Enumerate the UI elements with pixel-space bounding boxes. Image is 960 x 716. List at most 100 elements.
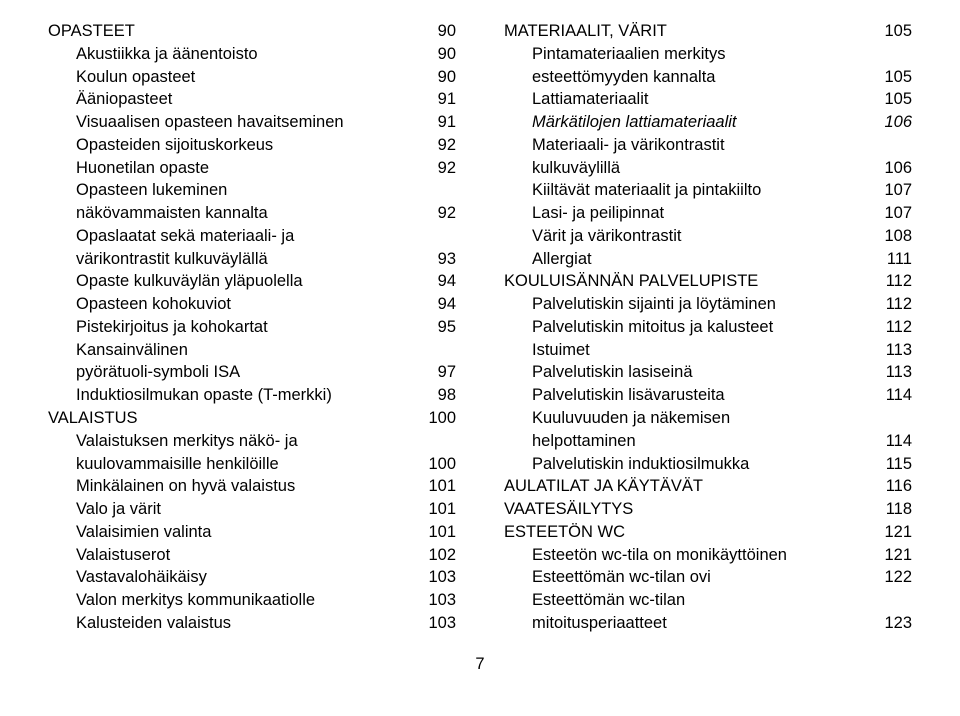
- toc-page: 105: [884, 66, 912, 89]
- toc-page: 93: [438, 248, 456, 271]
- toc-label: Palvelutiskin mitoitus ja kalusteet: [532, 316, 781, 339]
- toc-row: mitoitusperiaatteet 123: [504, 612, 912, 635]
- toc-label: Kuuluvuuden ja näkemisen: [532, 407, 738, 430]
- toc-row: Palvelutiskin lasiseinä113: [504, 361, 912, 384]
- toc-row: Palvelutiskin sijainti ja löytäminen 112: [504, 293, 912, 316]
- toc-page: 123: [884, 612, 912, 635]
- toc-label: Palvelutiskin lasiseinä: [532, 361, 701, 384]
- toc-row: Opaste kulkuväylän yläpuolella94: [48, 270, 456, 293]
- toc-row: Huonetilan opaste 92: [48, 157, 456, 180]
- toc-page: 102: [428, 544, 456, 567]
- toc-label: Istuimet: [532, 339, 598, 362]
- toc-page: 105: [884, 88, 912, 111]
- toc-row: Kalusteiden valaistus 103: [48, 612, 456, 635]
- toc-row: VAATESÄILYTYS 118: [504, 498, 912, 521]
- toc-label: Huonetilan opaste: [76, 157, 217, 180]
- toc-page: 103: [428, 566, 456, 589]
- toc-label: värikontrastit kulkuväylällä: [76, 248, 276, 271]
- toc-label: Värit ja värikontrastit: [532, 225, 689, 248]
- toc-label: kulkuväylillä: [532, 157, 628, 180]
- toc-page: 108: [884, 225, 912, 248]
- toc-page: 103: [428, 612, 456, 635]
- toc-page: 91: [438, 88, 456, 111]
- toc-page: 106: [884, 111, 912, 134]
- toc-row: Koulun opasteet 90: [48, 66, 456, 89]
- toc-label: Lasi- ja peilipinnat: [532, 202, 672, 225]
- toc-page: 114: [886, 384, 912, 407]
- toc-page: 112: [886, 270, 912, 293]
- toc-page: 103: [428, 589, 456, 612]
- toc-page: 100: [428, 453, 456, 476]
- toc-row: kulkuväylillä106: [504, 157, 912, 180]
- toc-page: 105: [884, 20, 912, 43]
- toc-page: 101: [428, 521, 456, 544]
- toc-label: Induktiosilmukan opaste (T-merkki): [76, 384, 340, 407]
- toc-row: Kansainvälinen: [48, 339, 456, 362]
- toc-row: Palvelutiskin lisävarusteita 114: [504, 384, 912, 407]
- toc-label: Koulun opasteet: [76, 66, 203, 89]
- toc-page: 115: [886, 453, 912, 476]
- toc-label: Palvelutiskin lisävarusteita: [532, 384, 733, 407]
- toc-row: Vastavalohäikäisy103: [48, 566, 456, 589]
- toc-row: Pintamateriaalien merkitys: [504, 43, 912, 66]
- toc-page: 94: [438, 293, 456, 316]
- page-number: 7: [48, 653, 912, 676]
- toc-row: Pistekirjoitus ja kohokartat95: [48, 316, 456, 339]
- toc-row: Opasteen kohokuviot 94: [48, 293, 456, 316]
- toc-label: Kiiltävät materiaalit ja pintakiilto: [532, 179, 769, 202]
- toc-row: Lasi- ja peilipinnat107: [504, 202, 912, 225]
- toc-label: mitoitusperiaatteet: [532, 612, 675, 635]
- toc-page: 97: [438, 361, 456, 384]
- toc-page: 91: [438, 111, 456, 134]
- toc-row: AULATILAT JA KÄYTÄVÄT116: [504, 475, 912, 498]
- toc-row: Allergiat 111: [504, 248, 912, 271]
- toc-label: Akustiikka ja äänentoisto: [76, 43, 266, 66]
- toc-label: kuulovammaisille henkilöille: [76, 453, 287, 476]
- toc-row: VALAISTUS100: [48, 407, 456, 430]
- toc-label: Opasteen kohokuviot: [76, 293, 239, 316]
- toc-page: 90: [438, 20, 456, 43]
- toc-row: OPASTEET 90: [48, 20, 456, 43]
- toc-row: Märkätilojen lattiamateriaalit 106: [504, 111, 912, 134]
- toc-label: KOULUISÄNNÄN PALVELUPISTE: [504, 270, 766, 293]
- toc-row: Induktiosilmukan opaste (T-merkki) 98: [48, 384, 456, 407]
- toc-row: Esteettömän wc-tilan ovi 122: [504, 566, 912, 589]
- toc-page: 111: [887, 248, 912, 271]
- toc-page: 98: [438, 384, 456, 407]
- toc-left-column: OPASTEET90Akustiikka ja äänentoisto90Kou…: [48, 20, 456, 635]
- toc-row: Minkälainen on hyvä valaistus101: [48, 475, 456, 498]
- toc-label: OPASTEET: [48, 20, 143, 43]
- toc-page: 90: [438, 66, 456, 89]
- toc-label: Pistekirjoitus ja kohokartat: [76, 316, 276, 339]
- toc-label: Valaistuserot: [76, 544, 178, 567]
- toc-page: 122: [884, 566, 912, 589]
- toc-label: Kalusteiden valaistus: [76, 612, 239, 635]
- toc-row: helpottaminen114: [504, 430, 912, 453]
- toc-page: 92: [438, 157, 456, 180]
- toc-label: Palvelutiskin induktiosilmukka: [532, 453, 757, 476]
- toc-label: Esteettömän wc-tilan: [532, 589, 693, 612]
- toc-label: Lattiamateriaalit: [532, 88, 656, 111]
- toc-row: värikontrastit kulkuväylällä 93: [48, 248, 456, 271]
- toc-page: 112: [886, 316, 912, 339]
- toc-label: Palvelutiskin sijainti ja löytäminen: [532, 293, 784, 316]
- toc-page: 100: [428, 407, 456, 430]
- toc-page: 118: [886, 498, 912, 521]
- toc-label: Esteettömän wc-tilan ovi: [532, 566, 719, 589]
- toc-row: Materiaali- ja värikontrastit: [504, 134, 912, 157]
- toc-page: 107: [884, 179, 912, 202]
- toc-row: esteettömyyden kannalta105: [504, 66, 912, 89]
- toc-label: pyörätuoli-symboli ISA: [76, 361, 248, 384]
- toc-page: 121: [884, 544, 912, 567]
- toc-row: Opaslaatat sekä materiaali- ja: [48, 225, 456, 248]
- toc-label: Esteetön wc-tila on monikäyttöinen: [532, 544, 795, 567]
- toc-columns: OPASTEET90Akustiikka ja äänentoisto90Kou…: [48, 20, 912, 635]
- toc-page: 112: [886, 293, 912, 316]
- toc-label: VAATESÄILYTYS: [504, 498, 641, 521]
- toc-page: 121: [884, 521, 912, 544]
- toc-label: Märkätilojen lattiamateriaalit: [532, 111, 745, 134]
- toc-label: Allergiat: [532, 248, 600, 271]
- toc-label: Kansainvälinen: [76, 339, 196, 362]
- toc-page: 114: [886, 430, 912, 453]
- toc-label: AULATILAT JA KÄYTÄVÄT: [504, 475, 711, 498]
